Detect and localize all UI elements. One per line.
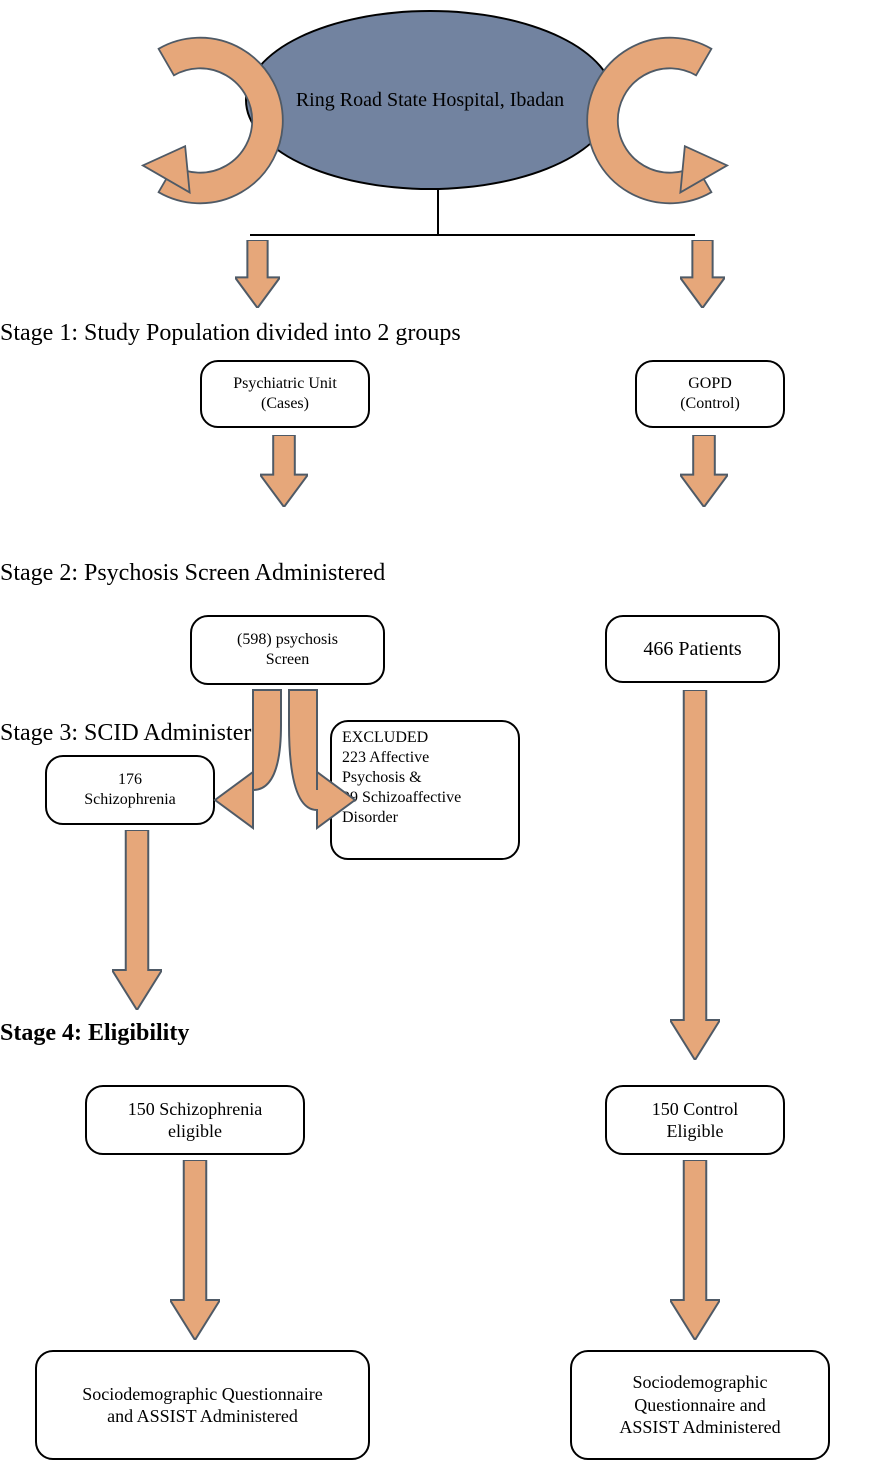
stage-4-label: Stage 4: Eligibility <box>0 1020 189 1047</box>
box-schizo-eligible: 150 Schizophrenia eligible <box>85 1085 305 1155</box>
box-control-eligible: 150 Control Eligible <box>605 1085 785 1155</box>
down-arrow-eligible-left <box>170 1160 220 1340</box>
split-arrows-scid <box>0 0 879 900</box>
down-arrow-eligible-right <box>670 1160 720 1340</box>
box-sdq-assist-left: Sociodemographic Questionnaire and ASSIS… <box>35 1350 370 1460</box>
box-sdq-assist-right: Sociodemographic Questionnaire and ASSIS… <box>570 1350 830 1460</box>
